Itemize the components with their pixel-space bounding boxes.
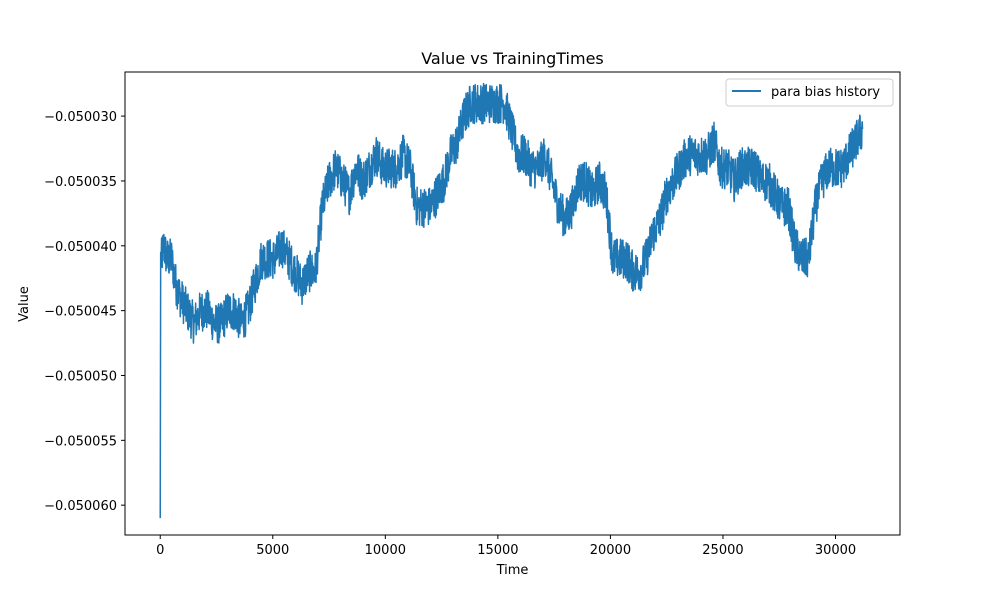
x-tick-label: 30000 <box>815 543 856 558</box>
y-axis-ticks: −0.050060 −0.050055 −0.050050 −0.050045 −0.0… <box>44 110 125 514</box>
y-tick-label: −0.050030 <box>44 110 117 125</box>
y-axis-label: Value <box>17 286 32 322</box>
y-tick-label: −0.050060 <box>44 499 117 514</box>
x-tick-label: 10000 <box>365 543 406 558</box>
chart-title: Value vs TrainingTimes <box>421 49 604 68</box>
x-tick-label: 0 <box>156 543 164 558</box>
x-tick-label: 15000 <box>477 543 518 558</box>
axes-frame <box>124 71 901 536</box>
legend: para bias history <box>725 78 894 107</box>
y-tick-label: −0.050055 <box>44 434 117 449</box>
series-line-para-bias-history <box>159 82 864 519</box>
x-tick-label: 25000 <box>702 543 743 558</box>
y-tick-label: −0.050050 <box>44 369 117 384</box>
legend-label-para-bias-history: para bias history <box>771 85 880 100</box>
x-tick-label: 5000 <box>256 543 289 558</box>
y-tick-label: −0.050045 <box>44 305 117 320</box>
plot-area <box>159 82 864 519</box>
y-tick-label: −0.050035 <box>44 175 117 190</box>
legend-box <box>725 78 894 107</box>
y-tick-label: −0.050040 <box>44 240 117 255</box>
x-axis-label: Time <box>496 563 529 578</box>
x-axis-ticks: 0 5000 10000 15000 20000 25000 30000 <box>156 535 856 558</box>
x-tick-label: 20000 <box>590 543 631 558</box>
